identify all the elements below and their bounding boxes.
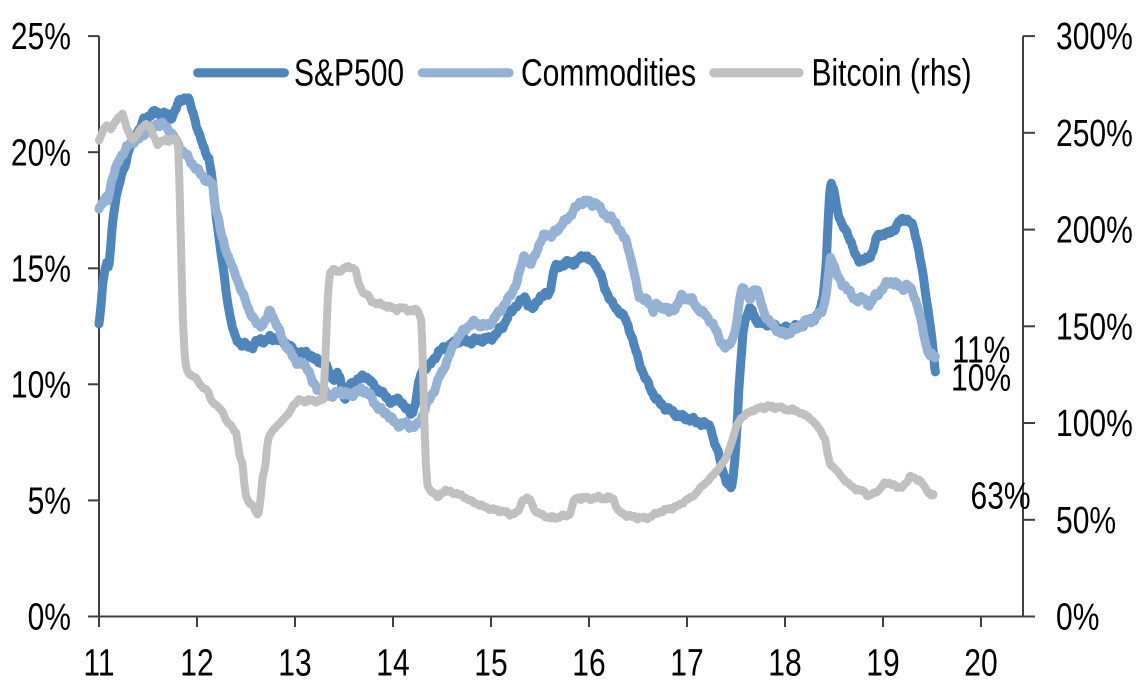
svg-text:150%: 150%	[1056, 306, 1133, 348]
svg-text:Bitcoin (rhs): Bitcoin (rhs)	[812, 52, 972, 94]
svg-text:5%: 5%	[28, 480, 71, 522]
svg-text:11%: 11%	[953, 329, 1011, 371]
svg-text:16: 16	[572, 642, 605, 684]
svg-text:300%: 300%	[1056, 16, 1133, 58]
svg-text:18: 18	[768, 642, 801, 684]
svg-text:63%: 63%	[971, 475, 1031, 517]
svg-text:20: 20	[964, 642, 997, 684]
svg-text:13: 13	[278, 642, 311, 684]
svg-text:100%: 100%	[1056, 403, 1133, 445]
svg-text:Commodities: Commodities	[521, 52, 696, 94]
svg-text:19: 19	[866, 642, 899, 684]
svg-text:0%: 0%	[1056, 596, 1099, 638]
svg-text:50%: 50%	[1056, 500, 1116, 542]
svg-text:10%: 10%	[951, 357, 1011, 399]
svg-text:11: 11	[83, 642, 114, 684]
svg-text:S&P500: S&P500	[294, 52, 404, 94]
svg-text:200%: 200%	[1056, 209, 1133, 251]
svg-text:20%: 20%	[11, 132, 71, 174]
svg-text:10%: 10%	[11, 364, 71, 406]
svg-text:15: 15	[474, 642, 507, 684]
svg-text:25%: 25%	[11, 16, 71, 58]
svg-text:15%: 15%	[11, 248, 71, 290]
svg-text:17: 17	[670, 642, 703, 684]
svg-text:14: 14	[376, 642, 409, 684]
svg-text:12: 12	[180, 642, 213, 684]
svg-text:0%: 0%	[28, 596, 71, 638]
svg-text:250%: 250%	[1056, 113, 1133, 155]
